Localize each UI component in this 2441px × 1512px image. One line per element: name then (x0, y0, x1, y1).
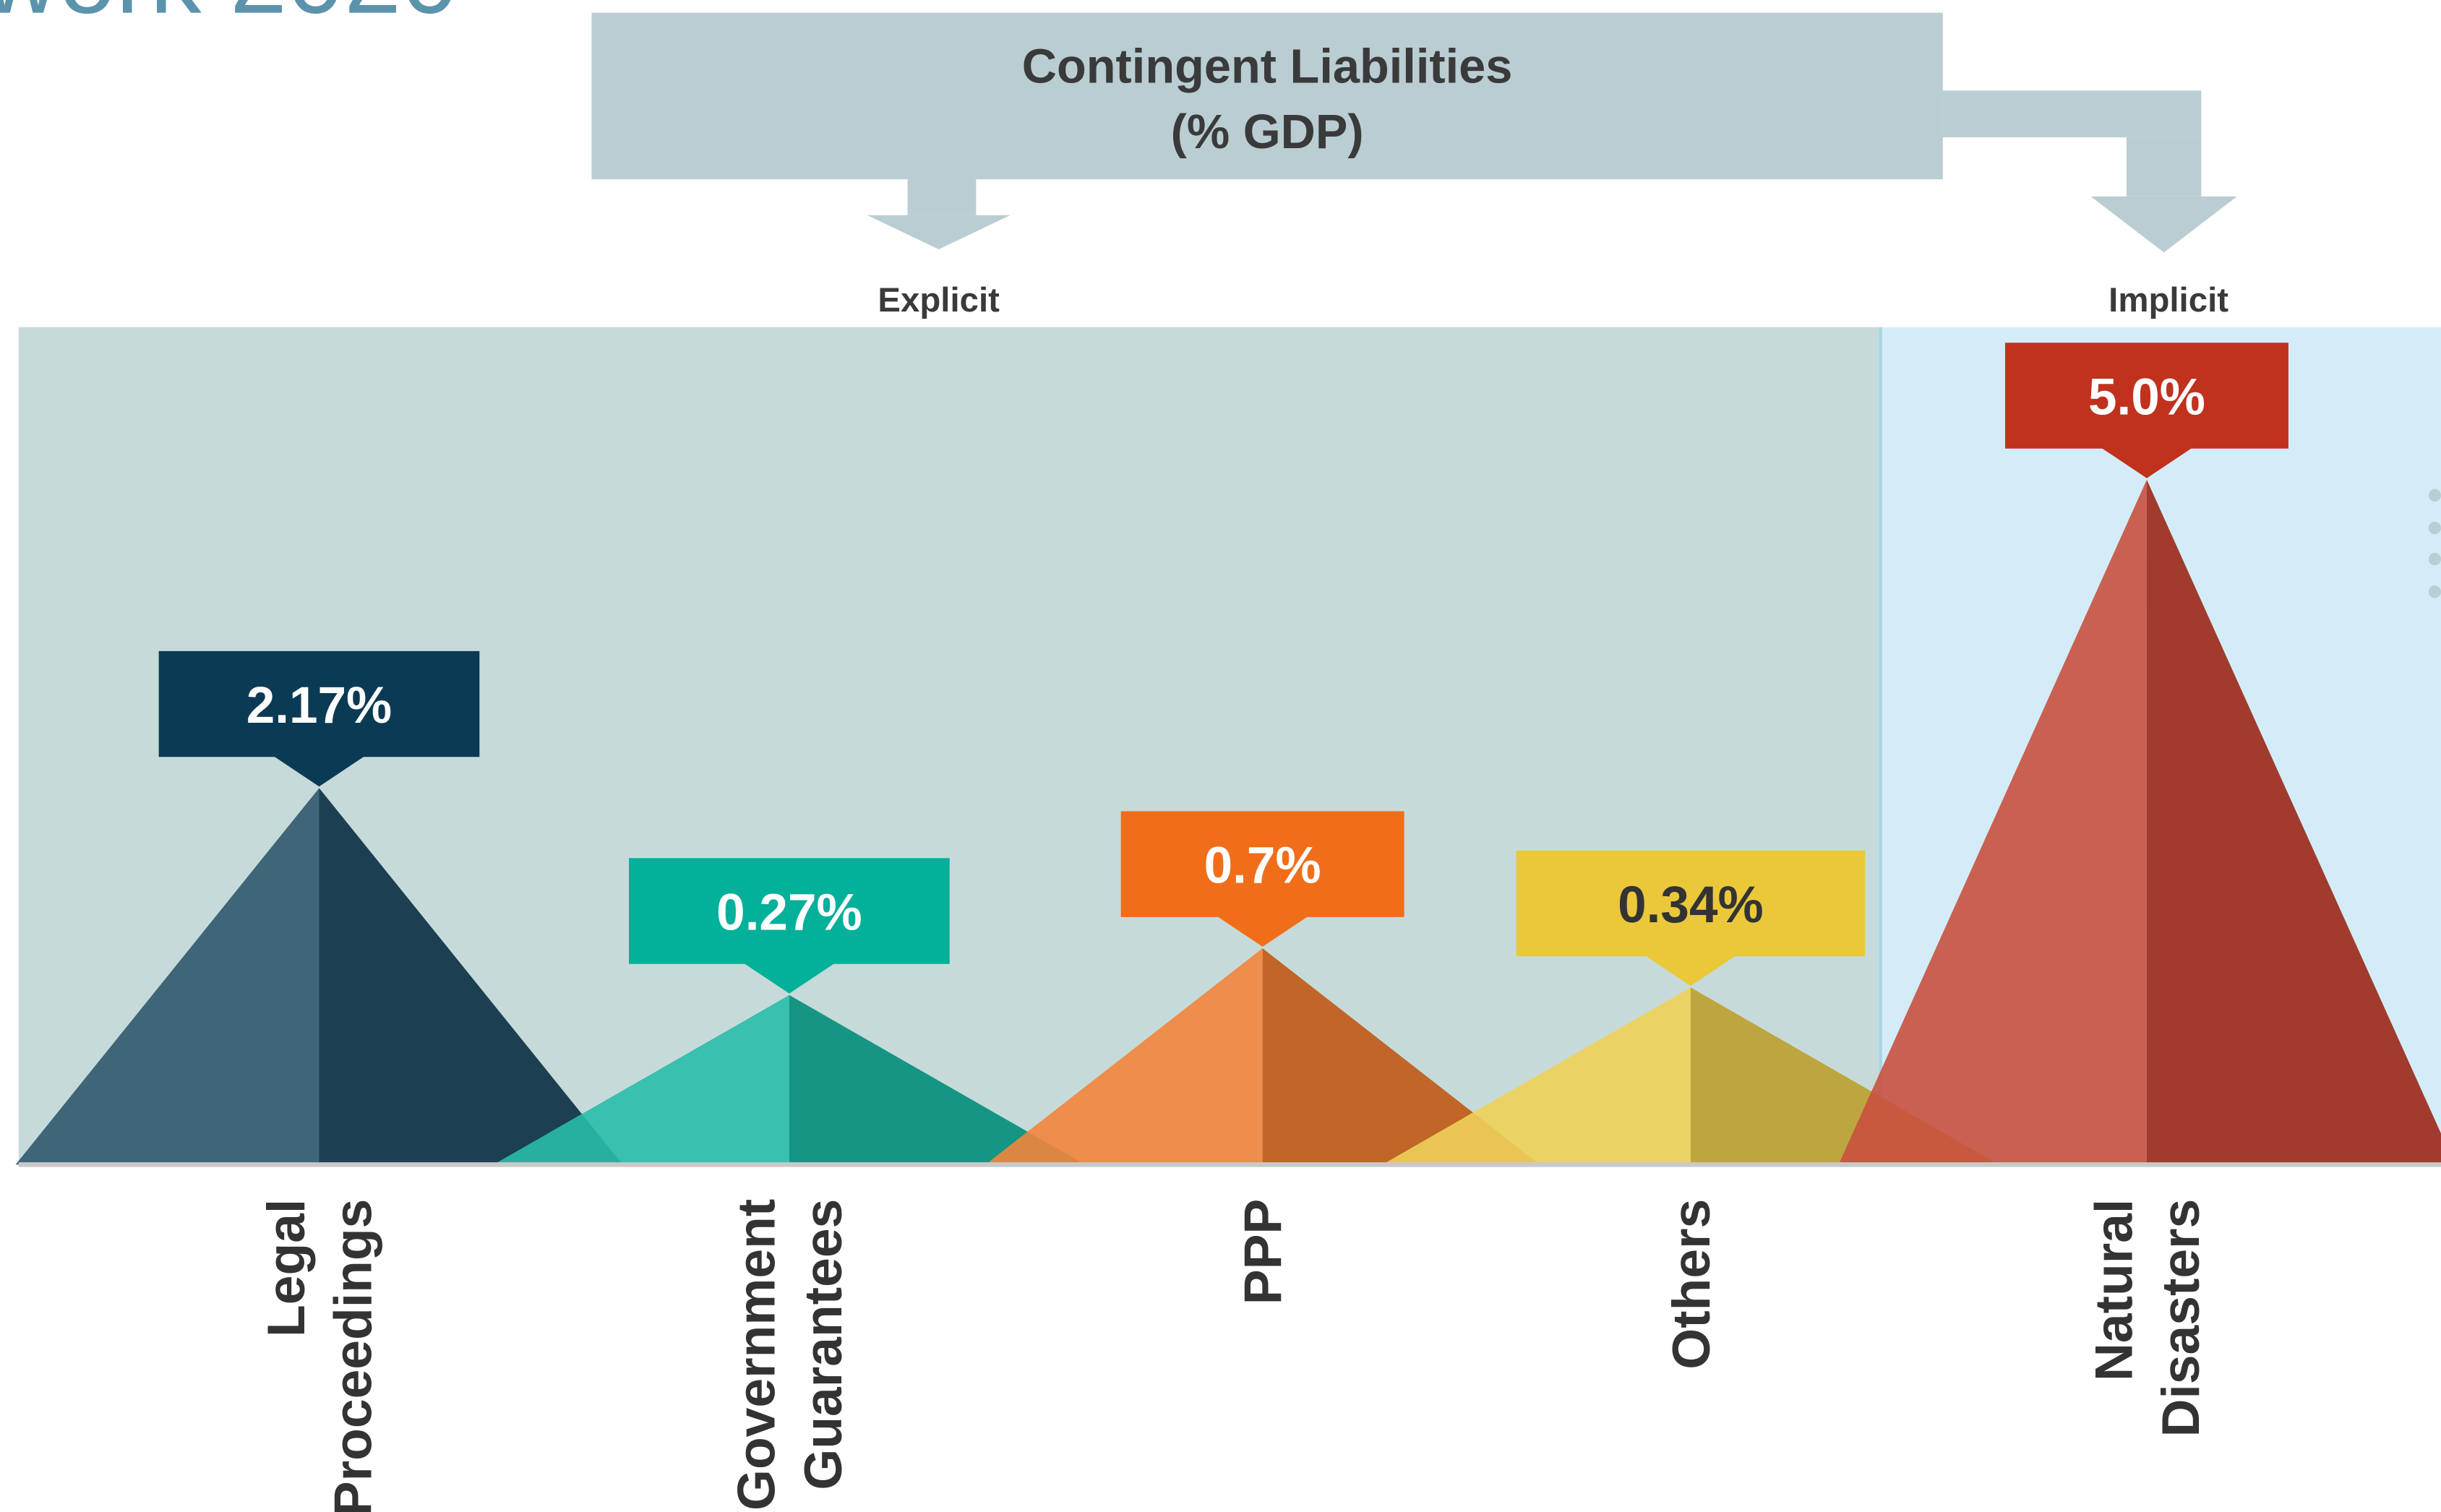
category-label: Disasters (2151, 1199, 2210, 1438)
label-pointer (742, 962, 836, 994)
value-label: 0.27% (716, 884, 862, 941)
pyramid-left (1382, 987, 1691, 1165)
category-label: Legal (257, 1199, 316, 1337)
pyramid-left (493, 995, 789, 1165)
group-label: Explicit (878, 281, 1000, 319)
label-box (1516, 850, 1866, 957)
label-pointer (1644, 955, 1738, 987)
label-box (158, 650, 480, 757)
value-label: 2.17% (246, 677, 392, 734)
connector (1942, 90, 2202, 137)
category-label: Government (726, 1199, 786, 1511)
pyramid-right (2146, 479, 2441, 1165)
label-pointer (1216, 915, 1310, 947)
header-subtitle: (% GDP) (1171, 106, 1364, 159)
category-label: Natural (2084, 1199, 2143, 1381)
label-box (2004, 343, 2288, 449)
value-label: 0.7% (1204, 838, 1321, 895)
arrow-stem (907, 179, 977, 215)
label-box (1120, 811, 1404, 917)
group-label: Implicit (2108, 281, 2228, 319)
header-box (591, 12, 1943, 180)
pyramid-left (1838, 479, 2147, 1165)
label-pointer (2100, 447, 2194, 478)
arrow-head (867, 215, 1011, 249)
category-label: PPP (1233, 1199, 1292, 1305)
value-label: 5.0% (2088, 369, 2205, 426)
pyramid-right (1690, 987, 1999, 1165)
arrow-stem (2126, 137, 2202, 197)
label-pointer (272, 755, 366, 787)
category-label: Guarantees (794, 1199, 853, 1490)
arrow-head (2090, 196, 2237, 253)
page-title: work 2020 (0, 0, 458, 35)
decor-dots (2428, 489, 2441, 598)
value-label: 0.34% (1618, 877, 1764, 934)
category-label: Others (1662, 1199, 1721, 1370)
label-box (629, 858, 950, 964)
category-label: Proceedings (324, 1199, 383, 1512)
header-title: Contingent Liabilities (1022, 40, 1513, 94)
